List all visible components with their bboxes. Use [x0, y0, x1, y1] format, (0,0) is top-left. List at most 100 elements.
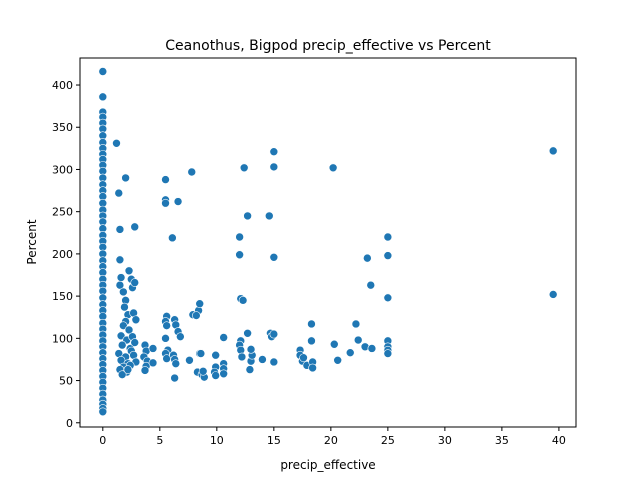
data-point: [98, 92, 108, 102]
data-point: [548, 146, 558, 156]
data-point: [140, 366, 150, 375]
data-point: [176, 332, 185, 341]
y-tick-label: 100: [52, 332, 73, 345]
data-point: [307, 336, 316, 346]
data-point: [211, 371, 220, 380]
data-point: [131, 315, 141, 325]
data-point: [115, 280, 125, 290]
y-tick-label: 200: [52, 248, 73, 261]
data-point: [366, 280, 376, 290]
data-point: [333, 355, 342, 365]
x-tick-label: 20: [324, 434, 338, 447]
data-point: [115, 255, 125, 265]
data-point: [124, 266, 134, 276]
data-point: [187, 167, 197, 177]
data-point: [269, 252, 279, 262]
data-point: [119, 321, 128, 330]
data-point: [353, 335, 363, 345]
x-tick-label: 5: [156, 434, 163, 447]
data-point: [269, 357, 279, 367]
x-tick-label: 30: [438, 434, 452, 447]
data-point: [219, 369, 228, 379]
y-tick-label: 150: [52, 290, 73, 303]
data-point: [161, 175, 170, 184]
x-tick-label: 35: [495, 434, 509, 447]
x-tick-label: 0: [99, 434, 106, 447]
data-point: [196, 349, 206, 358]
data-point: [383, 293, 393, 303]
data-point: [345, 348, 355, 357]
data-point: [170, 373, 179, 383]
data-point: [121, 173, 130, 183]
data-point: [130, 222, 140, 232]
y-axis-label: Percent: [25, 219, 39, 264]
data-point: [328, 163, 338, 173]
data-point: [148, 358, 158, 368]
data-point: [123, 365, 133, 374]
x-axis-label: precip_effective: [280, 458, 375, 472]
data-point: [192, 311, 201, 320]
data-point: [211, 350, 220, 360]
data-point: [116, 331, 126, 341]
data-point: [114, 188, 124, 198]
data-point: [130, 278, 140, 287]
data-point: [383, 232, 393, 242]
y-tick-label: 0: [66, 417, 73, 430]
data-point: [239, 163, 249, 173]
data-point: [161, 334, 170, 343]
x-tick-label: 40: [552, 434, 566, 447]
data-point: [383, 251, 393, 260]
data-point: [246, 345, 256, 354]
data-point: [329, 339, 339, 349]
data-point: [308, 363, 317, 373]
data-point: [148, 344, 158, 353]
data-point: [117, 340, 127, 350]
plot-area-frame: [79, 57, 577, 428]
points-layer: [98, 67, 558, 417]
data-point: [185, 355, 194, 365]
y-tick-label: 50: [59, 375, 73, 388]
data-point: [299, 353, 308, 363]
y-tick-label: 250: [52, 206, 73, 219]
data-point: [243, 211, 252, 221]
data-point: [171, 359, 181, 368]
data-point: [117, 370, 127, 379]
data-point: [195, 299, 205, 309]
data-point: [120, 302, 129, 312]
data-point: [238, 296, 248, 305]
data-point: [367, 344, 377, 353]
x-tick-label: 15: [267, 434, 281, 447]
data-point: [124, 325, 134, 335]
data-point: [363, 253, 372, 263]
data-point: [269, 147, 279, 157]
data-point: [258, 355, 267, 364]
data-point: [235, 232, 244, 242]
data-point: [383, 349, 393, 358]
x-tick-label: 25: [381, 434, 395, 447]
data-point: [245, 365, 255, 374]
chart-title: Ceanothus, Bigpod precip_effective vs Pe…: [165, 38, 491, 54]
data-point: [161, 198, 170, 208]
data-point: [235, 250, 244, 260]
data-point: [98, 67, 108, 76]
data-point: [168, 233, 177, 243]
data-point: [119, 287, 128, 297]
data-point: [243, 328, 252, 338]
x-tick-label: 10: [210, 434, 224, 447]
data-point: [173, 197, 183, 206]
y-tick-label: 350: [52, 121, 73, 134]
data-point: [269, 162, 279, 172]
data-point: [351, 319, 361, 329]
data-point: [115, 225, 125, 234]
data-point: [198, 366, 208, 376]
y-tick-label: 300: [52, 163, 73, 176]
y-tick-label: 400: [52, 79, 73, 92]
data-point: [237, 352, 247, 362]
data-point: [219, 333, 228, 342]
data-point: [307, 319, 316, 329]
data-point: [98, 407, 108, 417]
data-point: [264, 211, 274, 221]
